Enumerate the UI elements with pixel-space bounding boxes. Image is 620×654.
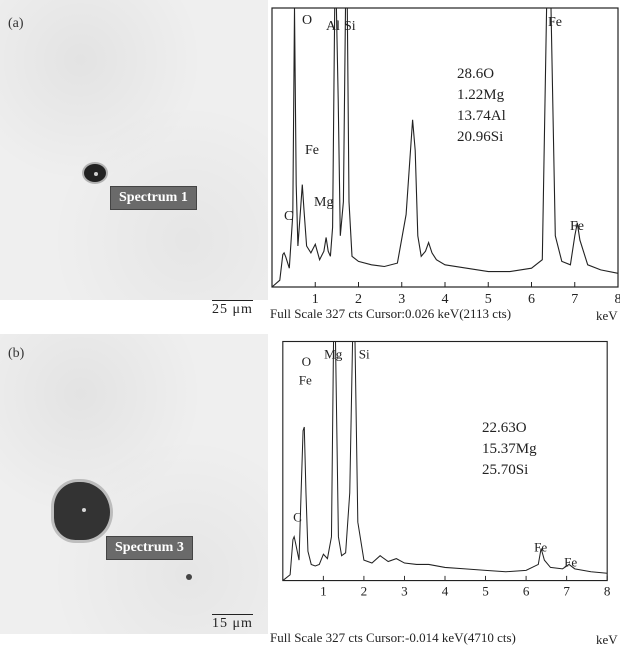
x-tick-label: 5 xyxy=(485,292,492,307)
x-tick-label: 7 xyxy=(571,292,578,307)
ticks-group-a: 1 2 3 4 5 6 7 8 xyxy=(312,282,620,307)
spectrum-tag: Spectrum 1 xyxy=(110,186,197,210)
spectrum-footer: Full Scale 327 cts Cursor:0.026 keV(2113… xyxy=(270,306,511,322)
peak-label-Mg: Mg xyxy=(324,346,343,361)
x-tick-label: 2 xyxy=(361,584,368,599)
particle-center xyxy=(94,172,98,176)
axis-unit: keV xyxy=(596,632,618,648)
composition-item: 25.70Si xyxy=(482,460,537,481)
x-tick-label: 8 xyxy=(615,292,620,307)
peak-label-Fe: Fe xyxy=(534,540,547,555)
x-tick-label: 8 xyxy=(604,584,611,599)
spectrum-line xyxy=(283,342,607,581)
peak-label-Si: Si xyxy=(359,346,370,361)
composition-item: 22.63O xyxy=(482,418,537,439)
x-tick-label: 3 xyxy=(401,584,408,599)
eds-spectrum-a: 1 2 3 4 5 6 7 8 O Al Si Fe Fe Mg C Fe xyxy=(270,0,620,320)
peak-label-Mg: Mg xyxy=(314,195,333,210)
x-tick-label: 2 xyxy=(355,292,362,307)
axis-group-a xyxy=(272,8,618,287)
peak-label-C: C xyxy=(293,510,302,525)
composition-item: 20.96Si xyxy=(457,127,506,148)
composition-list: 22.63O 15.37Mg 25.70Si xyxy=(482,418,537,481)
x-tick-label: 1 xyxy=(320,584,327,599)
composition-item: 1.22Mg xyxy=(457,85,506,106)
peak-label-Fe: Fe xyxy=(570,219,584,234)
x-tick-label: 3 xyxy=(398,292,405,307)
figure-panel-a: (a) Spectrum 1 25 μm 1 2 3 4 5 6 7 8 O Al Si Fe… xyxy=(0,0,620,320)
peak-labels-a: O Al Si Fe Fe Mg C Fe xyxy=(284,13,584,234)
micrograph-a: (a) Spectrum 1 25 μm xyxy=(0,0,268,300)
series-group-a xyxy=(272,8,618,287)
axis-unit: keV xyxy=(596,308,618,324)
x-tick-label: 6 xyxy=(528,292,535,307)
peak-label-Fe: Fe xyxy=(564,555,577,570)
peak-label-Si: Si xyxy=(344,19,356,34)
scale-bar: 25 μm xyxy=(212,300,253,318)
ticks-group-b: 1 2 3 4 5 6 7 8 xyxy=(320,576,611,599)
composition-item: 15.37Mg xyxy=(482,439,537,460)
micrograph-b: (b) Spectrum 3 15 μm xyxy=(0,334,268,634)
axis-group-b xyxy=(283,342,607,581)
plot-frame xyxy=(283,342,607,581)
x-tick-label: 1 xyxy=(312,292,319,307)
particle-center xyxy=(82,508,86,512)
x-tick-label: 4 xyxy=(442,292,449,307)
peak-label-Fe: Fe xyxy=(299,373,312,388)
spectrum-line xyxy=(272,8,618,287)
peak-label-O: O xyxy=(302,13,312,28)
particle xyxy=(186,574,192,580)
composition-item: 28.6O xyxy=(457,64,506,85)
eds-spectrum-b: 1 2 3 4 5 6 7 8 O Fe Mg Si C Fe Fe xyxy=(270,334,620,634)
panel-label: (a) xyxy=(8,16,24,32)
composition-item: 13.74Al xyxy=(457,106,506,127)
figure-panel-b: (b) Spectrum 3 15 μm 1 2 3 4 5 6 7 8 O Fe Mg Si… xyxy=(0,334,620,654)
x-tick-label: 7 xyxy=(563,584,570,599)
peak-label-Al: Al xyxy=(326,19,340,34)
peak-label-O: O xyxy=(302,354,311,369)
composition-list: 28.6O 1.22Mg 13.74Al 20.96Si xyxy=(457,64,506,148)
x-tick-label: 6 xyxy=(523,584,530,599)
peak-label-Fe: Fe xyxy=(548,15,562,30)
x-tick-label: 5 xyxy=(482,584,489,599)
spectrum-footer: Full Scale 327 cts Cursor:-0.014 keV(471… xyxy=(270,630,516,646)
panel-label: (b) xyxy=(8,346,24,362)
peak-label-Fe: Fe xyxy=(305,143,319,158)
spectrum-tag: Spectrum 3 xyxy=(106,536,193,560)
x-tick-label: 4 xyxy=(442,584,449,599)
peak-label-C: C xyxy=(284,209,293,224)
plot-frame xyxy=(272,8,618,287)
series-group-b xyxy=(283,342,607,581)
scale-bar: 15 μm xyxy=(212,614,253,632)
